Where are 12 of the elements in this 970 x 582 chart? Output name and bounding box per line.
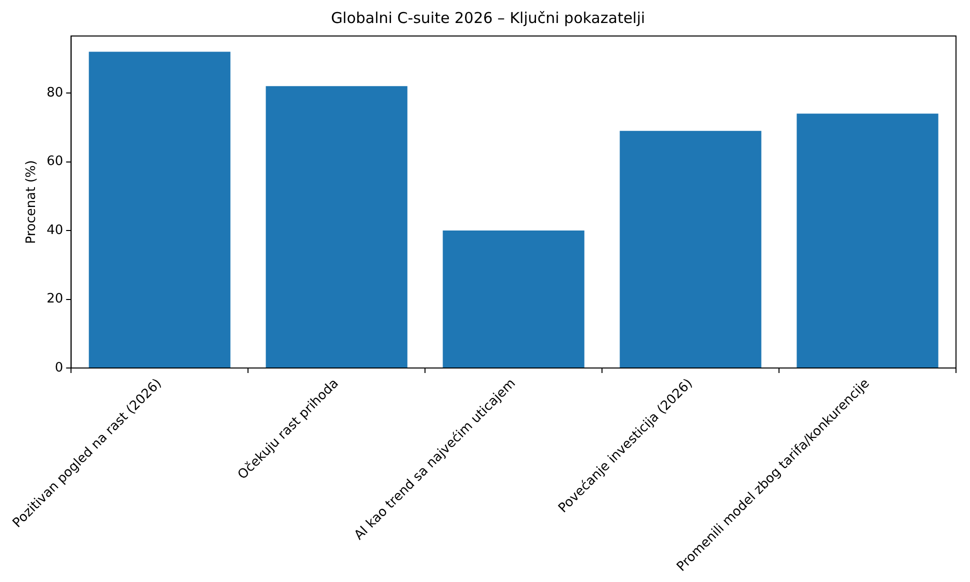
chart-title: Globalni C-suite 2026 – Ključni pokazatelji bbox=[330, 8, 646, 27]
bar bbox=[796, 114, 938, 368]
bar bbox=[88, 52, 230, 368]
y-tick-label: 0 bbox=[54, 360, 64, 376]
bar bbox=[266, 86, 408, 368]
y-tick-label: 40 bbox=[46, 222, 64, 238]
y-tick-label: 80 bbox=[46, 85, 64, 100]
bar bbox=[442, 230, 584, 368]
y-axis-title: Procenat (%) bbox=[24, 160, 40, 244]
y-tick-label: 20 bbox=[46, 292, 64, 307]
y-tick-label: 60 bbox=[46, 154, 64, 170]
bar bbox=[620, 130, 762, 368]
